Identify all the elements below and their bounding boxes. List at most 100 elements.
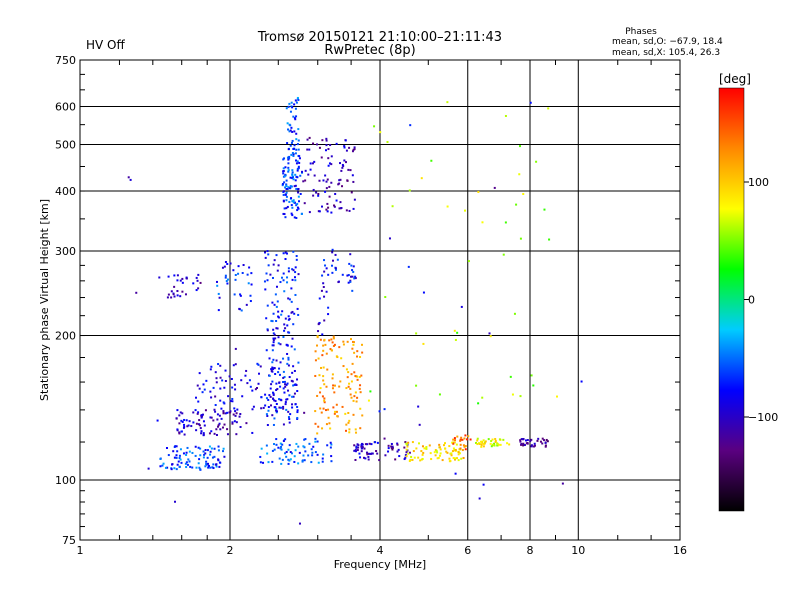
data-point bbox=[480, 443, 483, 446]
colorbar-ticks: 100 0 −100 bbox=[744, 176, 778, 424]
data-point bbox=[229, 411, 232, 414]
data-point bbox=[218, 422, 221, 425]
data-point bbox=[293, 392, 296, 395]
data-point bbox=[358, 387, 361, 390]
data-point bbox=[200, 432, 203, 435]
data-point bbox=[376, 452, 379, 455]
data-point bbox=[358, 375, 361, 378]
data-point bbox=[441, 459, 444, 462]
data-point bbox=[211, 466, 214, 469]
data-point bbox=[350, 264, 353, 267]
data-point bbox=[347, 411, 350, 414]
data-point bbox=[173, 456, 176, 459]
data-point bbox=[353, 277, 356, 280]
data-point bbox=[293, 117, 296, 120]
data-point bbox=[351, 362, 354, 365]
data-point bbox=[285, 191, 288, 194]
data-point bbox=[276, 269, 279, 272]
data-point bbox=[339, 380, 342, 383]
data-point bbox=[332, 335, 335, 338]
data-point bbox=[493, 186, 496, 189]
data-point bbox=[202, 420, 205, 423]
data-point bbox=[459, 443, 462, 446]
data-point bbox=[321, 457, 324, 460]
data-point bbox=[292, 153, 295, 156]
data-point bbox=[275, 408, 278, 411]
data-point bbox=[288, 444, 291, 447]
status-label: HV Off bbox=[86, 38, 125, 52]
data-point bbox=[298, 157, 301, 160]
data-point bbox=[345, 368, 348, 371]
data-point bbox=[223, 455, 226, 458]
data-point bbox=[359, 355, 362, 358]
data-point bbox=[314, 350, 317, 353]
data-point bbox=[283, 380, 286, 383]
data-point bbox=[346, 340, 349, 343]
data-point bbox=[307, 173, 310, 176]
data-point bbox=[290, 300, 293, 303]
data-point bbox=[266, 414, 269, 417]
data-point bbox=[439, 448, 442, 451]
data-point bbox=[202, 383, 205, 386]
data-point bbox=[240, 379, 243, 382]
data-point bbox=[293, 130, 296, 133]
data-point bbox=[299, 192, 302, 195]
data-point bbox=[267, 253, 270, 256]
data-point bbox=[535, 160, 538, 163]
data-point bbox=[290, 153, 293, 156]
data-point bbox=[460, 457, 463, 460]
data-point bbox=[459, 438, 462, 441]
data-point bbox=[285, 398, 288, 401]
data-point bbox=[296, 97, 299, 100]
data-point bbox=[179, 295, 182, 298]
colorbar bbox=[718, 87, 745, 512]
data-point bbox=[196, 384, 199, 387]
data-point bbox=[291, 173, 294, 176]
data-point bbox=[217, 449, 220, 452]
data-point bbox=[170, 290, 173, 293]
grid-lines bbox=[80, 60, 680, 540]
data-point bbox=[199, 454, 202, 457]
data-point bbox=[391, 445, 394, 448]
data-point bbox=[411, 458, 414, 461]
data-point bbox=[297, 462, 300, 465]
data-point bbox=[332, 406, 335, 409]
data-point bbox=[291, 106, 294, 109]
data-point bbox=[489, 442, 492, 445]
data-point bbox=[420, 450, 423, 453]
data-point bbox=[446, 451, 449, 454]
data-point bbox=[476, 443, 479, 446]
data-point bbox=[496, 442, 499, 445]
data-point bbox=[272, 391, 275, 394]
y-tick-label: 750 bbox=[55, 54, 76, 67]
data-point bbox=[231, 386, 234, 389]
data-point bbox=[359, 407, 362, 410]
data-point bbox=[325, 423, 328, 426]
data-point bbox=[298, 522, 301, 525]
data-point bbox=[227, 395, 230, 398]
data-point bbox=[285, 183, 288, 186]
data-point bbox=[284, 251, 287, 254]
data-point bbox=[322, 375, 325, 378]
data-point bbox=[230, 377, 233, 380]
data-point bbox=[292, 154, 295, 157]
data-point bbox=[352, 343, 355, 346]
data-point bbox=[275, 443, 278, 446]
data-point bbox=[345, 149, 348, 152]
data-point bbox=[273, 399, 276, 402]
data-point bbox=[210, 447, 213, 450]
data-point bbox=[212, 463, 215, 466]
data-point bbox=[467, 435, 470, 438]
data-point bbox=[353, 371, 356, 374]
data-point bbox=[483, 442, 486, 445]
data-point bbox=[286, 382, 289, 385]
data-point bbox=[292, 178, 295, 181]
data-point bbox=[158, 276, 161, 279]
data-point bbox=[304, 438, 307, 441]
data-point bbox=[233, 407, 236, 410]
data-point bbox=[460, 305, 463, 308]
data-point bbox=[308, 442, 311, 445]
data-point bbox=[239, 413, 242, 416]
data-point bbox=[204, 409, 207, 412]
data-point bbox=[324, 264, 327, 267]
